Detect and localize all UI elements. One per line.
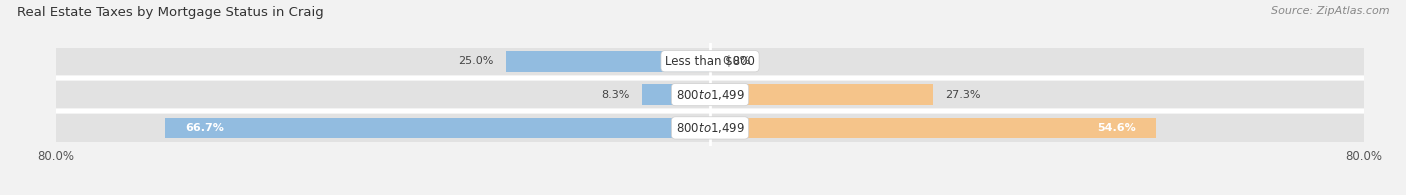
Text: 66.7%: 66.7% — [186, 123, 224, 133]
Bar — [710, 118, 1156, 138]
Text: 25.0%: 25.0% — [458, 56, 494, 66]
Bar — [710, 84, 934, 105]
Text: 8.3%: 8.3% — [602, 90, 630, 100]
Bar — [506, 51, 710, 72]
Text: 0.0%: 0.0% — [723, 56, 751, 66]
Text: 54.6%: 54.6% — [1097, 123, 1136, 133]
Bar — [56, 81, 1364, 108]
Bar — [165, 118, 710, 138]
Bar — [643, 84, 710, 105]
Text: Source: ZipAtlas.com: Source: ZipAtlas.com — [1271, 6, 1389, 16]
Text: 27.3%: 27.3% — [945, 90, 981, 100]
Text: $800 to $1,499: $800 to $1,499 — [675, 121, 745, 135]
Text: Real Estate Taxes by Mortgage Status in Craig: Real Estate Taxes by Mortgage Status in … — [17, 6, 323, 19]
Text: $800 to $1,499: $800 to $1,499 — [675, 88, 745, 102]
Bar — [56, 48, 1364, 75]
Text: Less than $800: Less than $800 — [665, 55, 755, 68]
Bar — [56, 114, 1364, 142]
